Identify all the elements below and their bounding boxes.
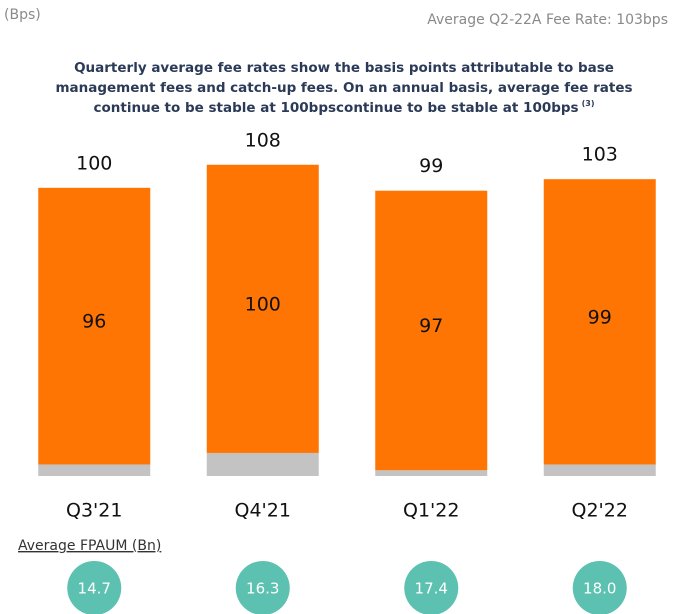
subtitle: management fees and catch-up fees. On an… [55,80,632,96]
value-label: 99 [588,306,612,328]
chart: (Bps) Average Q2-22A Fee Rate: 103bps Av… [0,0,689,614]
footnote-mark: (3) [582,99,595,108]
unit-label: (Bps) [4,7,41,23]
subtitle: Quarterly average fee rates show the bas… [74,60,614,76]
fpaum-title: Average FPAUM (Bn) [18,538,161,554]
x-tick-label: Q2'22 [572,500,628,522]
total-label: 103 [582,144,618,166]
value-label: 100 [245,293,281,315]
bar-segment [375,470,487,476]
x-tick-label: Q4'21 [235,500,291,522]
value-label: 97 [419,315,443,337]
total-label: 100 [76,152,112,174]
fpaum-value: 16.3 [246,580,279,598]
subtitle-text: continue to be stable at 100bps [336,100,579,116]
fee-rate-note: Average Q2-22A Fee Rate: 103bps [427,12,668,28]
fpaum-value: 17.4 [415,580,448,598]
fpaum-value: 14.7 [78,580,111,598]
subtitle: continue to be stable at 100bpscontinue … [94,99,595,117]
bar-segment [544,464,656,476]
x-tick-label: Q1'22 [403,500,459,522]
x-tick-label: Q3'21 [66,500,122,522]
total-label: 108 [245,129,281,151]
value-label: 96 [82,311,106,333]
bar-segment [38,464,150,476]
bar-segment [207,453,319,476]
total-label: 99 [419,155,443,177]
fpaum-value: 18.0 [583,580,616,598]
